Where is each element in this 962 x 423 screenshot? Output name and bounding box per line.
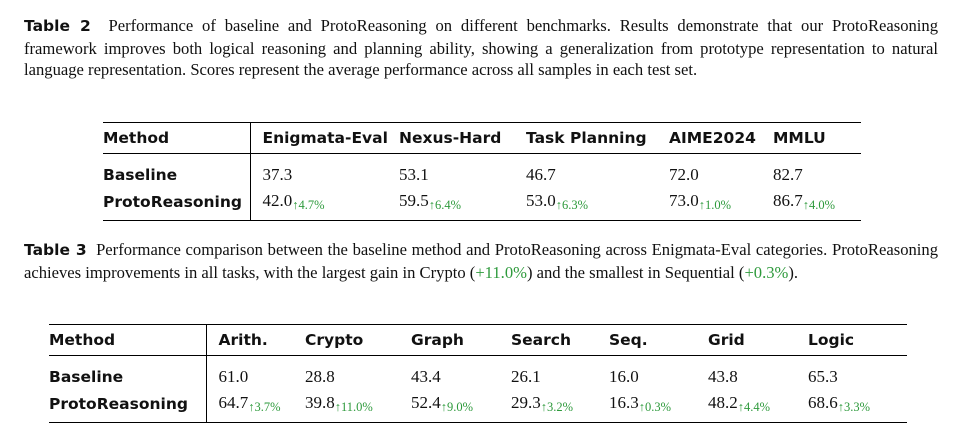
table3-header-6: Grid xyxy=(708,331,745,349)
table2-header-1: Enigmata-Eval xyxy=(262,129,388,147)
table-cell: 64.7↑3.7% xyxy=(206,392,305,423)
table3-header-0: Method xyxy=(49,324,207,356)
cell-value: 42.0 xyxy=(262,191,293,210)
cell-gain: ↑1.0% xyxy=(698,198,732,212)
row-method: ProtoReasoning xyxy=(49,392,207,423)
cell-value: 73.0 xyxy=(669,191,699,210)
cell-value: 59.5 xyxy=(399,191,429,210)
cell-gain: ↑4.4% xyxy=(737,400,771,414)
cell-value: 46.7 xyxy=(526,165,556,184)
table-cell: 43.4 xyxy=(411,356,511,393)
table-cell: 53.1 xyxy=(399,154,526,191)
table-cell: 39.8↑11.0% xyxy=(305,392,411,423)
table-cell: 86.7↑4.0% xyxy=(773,190,861,221)
table2: Method Enigmata-Eval Nexus-Hard Task Planni… xyxy=(103,122,861,221)
table3-header-2: Crypto xyxy=(305,331,364,349)
cell-value: 61.0 xyxy=(218,367,249,386)
table-cell: 52.4↑9.0% xyxy=(411,392,511,423)
cell-gain: ↑3.2% xyxy=(540,400,574,414)
table-cell: 82.7 xyxy=(773,154,861,191)
table2-body: Baseline 37.3 53.1 46.7 72.0 82.7 ProtoReasoni… xyxy=(103,153,861,221)
cell-value: 52.4 xyxy=(411,393,441,412)
table-cell: 43.8 xyxy=(708,356,808,393)
cell-value: 53.1 xyxy=(399,165,429,184)
row-method: Baseline xyxy=(103,153,251,190)
row-method: Baseline xyxy=(49,355,207,392)
cell-value: 29.3 xyxy=(511,393,541,412)
table-row: ProtoReasoning 64.7↑3.7% 39.8↑11.0% 52.4↑9.… xyxy=(49,392,907,423)
table-row: ProtoReasoning 42.0↑4.7% 59.5↑6.4% 53.0↑6.3… xyxy=(103,190,861,221)
table2-caption: Table 2 Performance of baseline and Prot… xyxy=(24,15,938,81)
cell-value: 86.7 xyxy=(773,191,803,210)
table-cell: 65.3 xyxy=(808,356,907,393)
cell-value: 53.0 xyxy=(526,191,556,210)
table3-caption-after: ). xyxy=(788,262,799,282)
table3-header-row: Method Arith. Crypto Graph Search Seq. Grid Log… xyxy=(49,324,907,356)
table2-header-0: Method xyxy=(103,122,251,154)
table3-caption-middle: ) and the smallest in Sequential ( xyxy=(526,262,745,282)
table-cell: 42.0↑4.7% xyxy=(250,190,399,221)
cell-value: 37.3 xyxy=(262,165,293,184)
table-row: Baseline 37.3 53.1 46.7 72.0 82.7 xyxy=(103,153,861,191)
table3-caption-gain-seq: +0.3% xyxy=(744,262,789,282)
cell-value: 68.6 xyxy=(808,393,838,412)
table-cell: 29.3↑3.2% xyxy=(511,392,609,423)
table3-body: Baseline 61.0 28.8 43.4 26.1 16.0 43.8 65.3 Prot… xyxy=(49,355,907,423)
table-cell: 73.0↑1.0% xyxy=(669,190,773,221)
table3-caption-before: Performance comparison between the basel… xyxy=(24,240,938,282)
cell-gain: ↑3.3% xyxy=(837,400,871,414)
cell-value: 82.7 xyxy=(773,165,803,184)
table-cell: 61.0 xyxy=(206,356,305,393)
cell-value: 26.1 xyxy=(511,367,541,386)
cell-value: 64.7 xyxy=(218,393,249,412)
table3-header-5: Seq. xyxy=(609,331,648,349)
cell-gain: ↑11.0% xyxy=(334,400,373,414)
table3-header-4: Search xyxy=(511,331,572,349)
cell-value: 48.2 xyxy=(708,393,738,412)
table2-header-3: Task Planning xyxy=(526,129,647,147)
table-row: Baseline 61.0 28.8 43.4 26.1 16.0 43.8 65.3 xyxy=(49,355,907,393)
table3-header-7: Logic xyxy=(808,331,855,349)
table-cell: 16.3↑0.3% xyxy=(609,392,708,423)
cell-gain: ↑4.7% xyxy=(292,198,325,212)
table2-header-4: AIME2024 xyxy=(669,129,756,147)
table3-label: Table 3 xyxy=(24,241,87,259)
cell-value: 43.4 xyxy=(411,367,441,386)
table2-header-row: Method Enigmata-Eval Nexus-Hard Task Planni… xyxy=(103,122,861,154)
table-cell: 16.0 xyxy=(609,356,708,393)
table-cell: 72.0 xyxy=(669,154,773,191)
table-cell: 48.2↑4.4% xyxy=(708,392,808,423)
table3-header-3: Graph xyxy=(411,331,464,349)
row-method: ProtoReasoning xyxy=(103,190,251,221)
cell-value: 28.8 xyxy=(305,367,335,386)
cell-gain: ↑3.7% xyxy=(248,400,281,414)
cell-value: 43.8 xyxy=(708,367,738,386)
cell-gain: ↑9.0% xyxy=(440,400,474,414)
table2-header-2: Nexus-Hard xyxy=(399,129,502,147)
cell-gain: ↑6.4% xyxy=(428,198,462,212)
table3-caption: Table 3 Performance comparison between t… xyxy=(24,239,938,283)
cell-value: 16.0 xyxy=(609,367,639,386)
cell-value: 16.3 xyxy=(609,393,639,412)
table3-header-1: Arith. xyxy=(218,331,268,349)
table2-header-5: MMLU xyxy=(773,129,826,147)
cell-gain: ↑0.3% xyxy=(638,400,672,414)
table3: Method Arith. Crypto Graph Search Seq. Grid Log… xyxy=(49,324,907,423)
table2-label: Table 2 xyxy=(24,17,91,35)
table-cell: 28.8 xyxy=(305,356,411,393)
cell-gain: ↑6.3% xyxy=(555,198,589,212)
table-cell: 53.0↑6.3% xyxy=(526,190,669,221)
table2-caption-text: Performance of baseline and ProtoReasoni… xyxy=(24,16,938,80)
table-cell: 46.7 xyxy=(526,154,669,191)
cell-gain: ↑4.0% xyxy=(802,198,836,212)
cell-value: 65.3 xyxy=(808,367,838,386)
cell-value: 39.8 xyxy=(305,393,335,412)
cell-value: 72.0 xyxy=(669,165,699,184)
table-cell: 59.5↑6.4% xyxy=(399,190,526,221)
table-cell: 68.6↑3.3% xyxy=(808,392,907,423)
table3-caption-gain-crypto: +11.0% xyxy=(475,262,527,282)
table-cell: 26.1 xyxy=(511,356,609,393)
table-cell: 37.3 xyxy=(250,154,399,191)
